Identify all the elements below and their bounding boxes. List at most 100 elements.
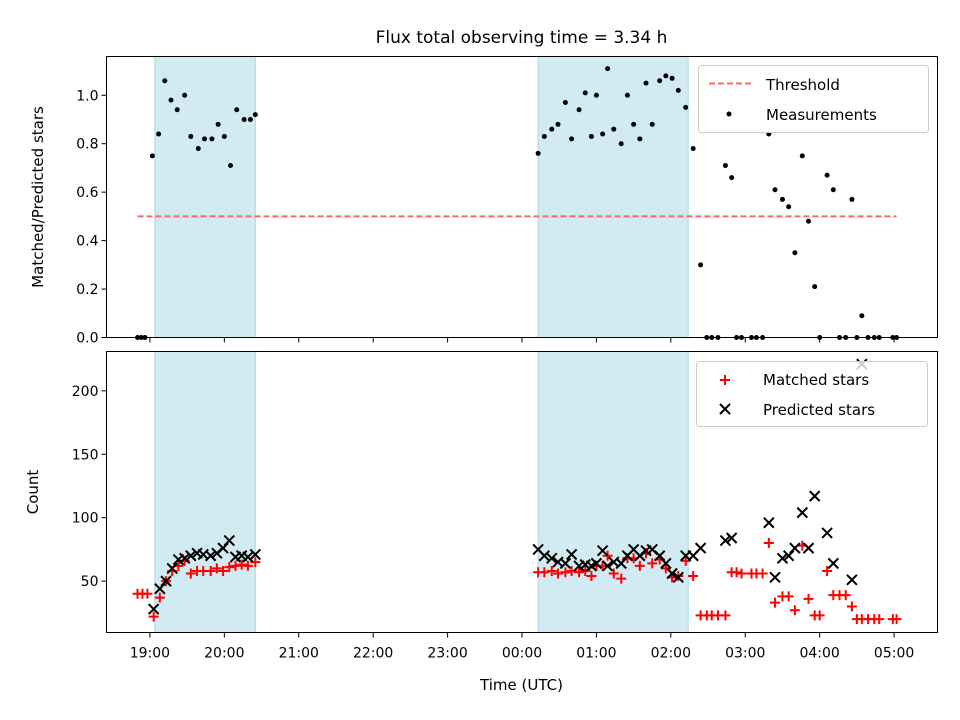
matched-star-point (822, 565, 833, 576)
predicted-star-point (185, 550, 197, 562)
top-ylabel: Matched/Predicted stars (29, 106, 47, 288)
legend-threshold-label: Threshold (765, 76, 840, 94)
y-tick-label: 0.6 (76, 185, 98, 201)
predicted-star-point (789, 542, 801, 554)
y-tick-label: 50 (81, 574, 99, 590)
matched-star-point (148, 611, 159, 622)
measurement-point (698, 262, 704, 268)
predicted-star-point (204, 550, 217, 562)
measurement-point (149, 153, 155, 159)
measurement-point (779, 196, 785, 202)
matched-star-point (814, 610, 825, 621)
top-x-ticks (149, 337, 895, 343)
chart-title: Flux total observing time = 3.34 h (376, 28, 668, 48)
measurement-point (824, 172, 830, 178)
legend-predicted-label: Predicted stars (763, 401, 875, 419)
matched-star-point (236, 559, 247, 570)
measurement-point (215, 121, 221, 127)
matched-star-point (770, 597, 781, 608)
observing-window-band (537, 56, 689, 338)
predicted-star-point (546, 552, 558, 564)
measurement-point (649, 121, 655, 127)
matched-star-point (634, 560, 645, 571)
y-tick-label: 150 (72, 447, 99, 463)
matched-star-point (185, 568, 196, 579)
measurement-point (611, 126, 617, 132)
measurement-point (168, 97, 174, 103)
bottom-axes-frame (106, 351, 938, 633)
top-y-axis: 0.0 0.2 0.4 0.6 0.8 1.0 (76, 88, 107, 347)
y-tick-label: 0.4 (76, 234, 98, 250)
predicted-points (147, 358, 868, 615)
predicted-star-point (242, 551, 254, 563)
measurement-point (252, 112, 258, 118)
predicted-star-point (846, 574, 858, 586)
bottom-y-axis: 50 100 150 200 (72, 384, 107, 590)
matched-star-point (218, 565, 229, 576)
measurement-point (593, 92, 599, 98)
x-tick-label: 22:00 (353, 646, 393, 662)
x-tick-label: 03:00 (725, 646, 765, 662)
y-tick-label: 0.2 (76, 282, 98, 298)
predicted-star-point (601, 560, 614, 572)
observing-window-band (154, 56, 256, 338)
measurement-point (209, 136, 215, 142)
measurement-point (562, 100, 568, 106)
legend-matched-label: Matched stars (763, 371, 869, 389)
matched-star-point (154, 592, 165, 603)
measurement-point (786, 204, 792, 210)
legend-predicted-swatch (719, 403, 731, 415)
bottom-panel: 50 100 150 200 19:00 20:00 21:00 22:00 23:00 00:… (24, 351, 938, 694)
x-tick-label: 19:00 (130, 646, 170, 662)
top-bands (154, 56, 689, 338)
measurement-point (195, 146, 201, 152)
bottom-x-axis: 19:00 20:00 21:00 22:00 23:00 00:00 01:00 02:00… (130, 632, 914, 662)
measurement-point (162, 78, 168, 84)
predicted-star-point (590, 557, 603, 570)
matched-star-point (757, 568, 768, 579)
measurement-point (624, 92, 630, 98)
measurement-point (663, 73, 669, 79)
x-tick-label: 05:00 (874, 646, 914, 662)
predicted-star-point (538, 550, 551, 562)
measurement-point (618, 141, 624, 147)
measurement-point (605, 66, 611, 72)
matched-star-point (647, 558, 658, 569)
x-tick-label: 01:00 (576, 646, 616, 662)
matched-star-point (552, 568, 563, 579)
predicted-star-point (596, 544, 609, 557)
predicted-star-point (223, 534, 235, 547)
matched-star-point (211, 563, 222, 574)
measurement-point (201, 136, 207, 142)
top-axes-frame (106, 56, 938, 338)
measurement-point (600, 131, 606, 137)
predicted-star-point (763, 517, 775, 529)
matched-star-point (574, 567, 585, 578)
y-tick-label: 200 (72, 384, 99, 400)
matched-star-point (763, 538, 774, 549)
top-legend: Threshold Measurements (698, 65, 929, 133)
measurement-point (683, 104, 689, 110)
y-tick-label: 0.8 (76, 137, 98, 153)
matched-star-point (720, 610, 731, 621)
measurement-point (221, 133, 227, 139)
measurement-point (582, 90, 588, 96)
predicted-star-point (694, 542, 707, 554)
measurement-point (247, 116, 253, 122)
measurement-point (569, 136, 575, 142)
matched-star-point (688, 571, 699, 582)
measurement-point (535, 150, 541, 156)
measurement-point (234, 107, 240, 113)
measurement-point (549, 126, 555, 132)
predicted-star-point (147, 603, 160, 615)
measurement-point (722, 163, 728, 169)
measurement-point (859, 313, 865, 319)
measurement-point (772, 187, 778, 193)
bottom-legend: Matched stars Predicted stars (696, 361, 928, 427)
predicted-star-point (166, 562, 178, 575)
matched-star-point (660, 563, 671, 574)
measurement-point (675, 87, 681, 93)
measurement-point (156, 131, 162, 137)
matched-star-point (846, 601, 857, 612)
